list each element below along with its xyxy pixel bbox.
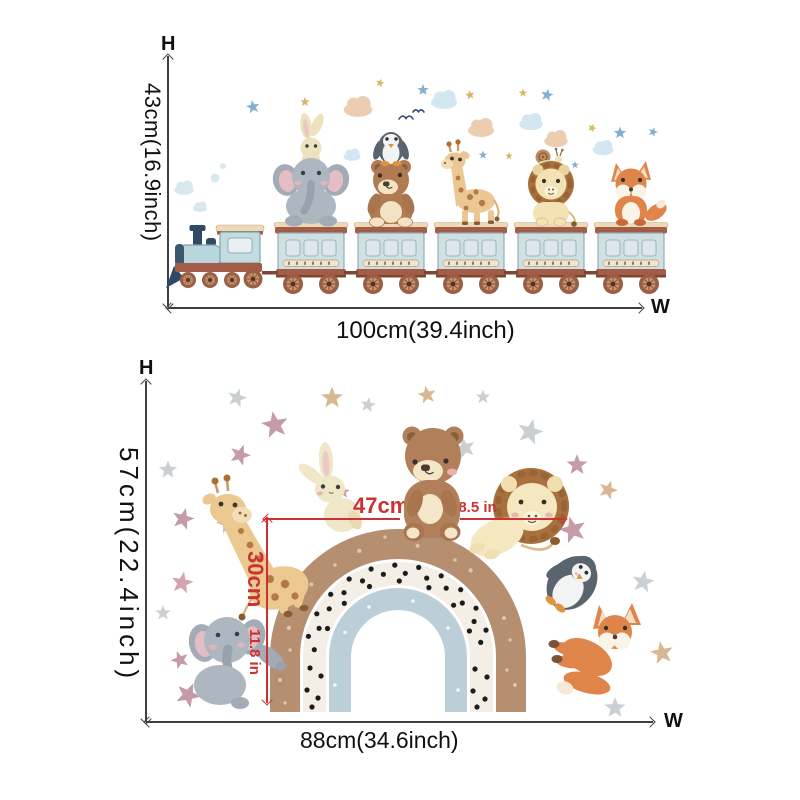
wagon-3 [434,223,508,295]
boho-rainbow [270,529,526,712]
bear-with-penguin [367,132,415,228]
inner-height-cm-label: 30cm [243,551,268,608]
wagon-5 [594,223,668,295]
wagon-2 [354,223,428,295]
rainbow-bear [402,426,464,541]
star-icon [321,386,343,408]
star-icon [464,89,476,100]
train-width-axis-label: W [651,296,670,318]
rainbow-height-dimension-line [145,381,147,722]
star-icon [155,605,171,620]
cloud-icon [519,113,543,131]
train-width-dimension-value: 100cm(39.4inch) [336,317,515,344]
star-icon [566,454,588,474]
wagon-1 [274,223,348,295]
rainbow-fox [548,603,641,695]
lion-with-snail [528,147,577,227]
rainbow-bunny [298,442,362,532]
fox-on-wagon [611,161,667,226]
blue-band-speckles [333,599,460,692]
star-icon [586,122,598,133]
star-icon [417,84,429,95]
animal-train-illustration [166,77,670,305]
wagon-4 [514,223,588,295]
rainbow-elephant [188,617,286,709]
star-icon [227,441,254,467]
star-icon [571,161,579,169]
rainbow-penguin [545,555,598,613]
rainbow-width-dimension-line [146,721,653,723]
elephant-with-bunny [272,113,350,227]
rainbow-animals-illustration [155,384,675,717]
cloud-icon [343,148,361,161]
star-icon [596,477,621,501]
train-height-dimension-line [167,56,169,307]
star-icon [416,384,438,405]
star-icon [259,408,291,439]
star-icon [648,639,675,665]
star-icon [158,460,178,478]
star-icon [647,125,660,138]
star-icon [225,385,249,409]
inner-width-cm-label: 47cm [353,493,410,518]
inner-height-dimension-line [266,519,268,703]
rainbow-lion [469,468,569,560]
star-icon [514,415,546,446]
inner-width-dimension-line-left [265,518,400,520]
train-width-dimension-line [168,307,642,309]
star-icon [168,647,192,671]
star-icon [300,97,310,107]
birds-icon [398,109,425,120]
inner-width-inch-label: 18.5 in [450,499,497,516]
star-icon [374,77,386,88]
star-icon [475,389,491,404]
giraffe-on-wagon [441,139,500,225]
rainbow-width-axis-label: W [664,710,683,732]
cloud-icon [431,90,457,109]
cloud-icon [343,96,373,117]
train-height-dimension-value: 43cm(16.9inch) [140,83,165,242]
star-icon [505,152,513,160]
rainbow-width-dimension-value: 88cm(34.6inch) [300,727,459,753]
locomotive [166,163,265,290]
star-icon [478,150,488,159]
rainbow-height-dimension-value: 57cm(22.4inch) [114,447,144,683]
star-icon [359,395,377,413]
inner-height-inch-label: 11.8 in [246,629,263,675]
rainbow-height-axis-label: H [139,357,154,379]
cloud-icon [592,140,614,156]
cloud-icon [468,118,494,137]
cloud-icon [544,130,568,148]
rainbow-giraffe [202,474,309,621]
star-icon [170,505,197,531]
star-icon [169,569,195,595]
rainbow-speckles [278,535,517,705]
star-icon [518,88,528,97]
inner-width-dimension-line-right [460,518,565,520]
couplings [262,271,598,275]
star-icon [539,87,555,102]
star-icon [245,98,261,114]
steam-puffs [174,163,226,212]
train-height-axis-label: H [161,33,176,55]
star-icon [613,126,627,139]
star-icon [630,568,656,594]
star-icon [604,697,626,717]
polka-dots [304,562,490,710]
